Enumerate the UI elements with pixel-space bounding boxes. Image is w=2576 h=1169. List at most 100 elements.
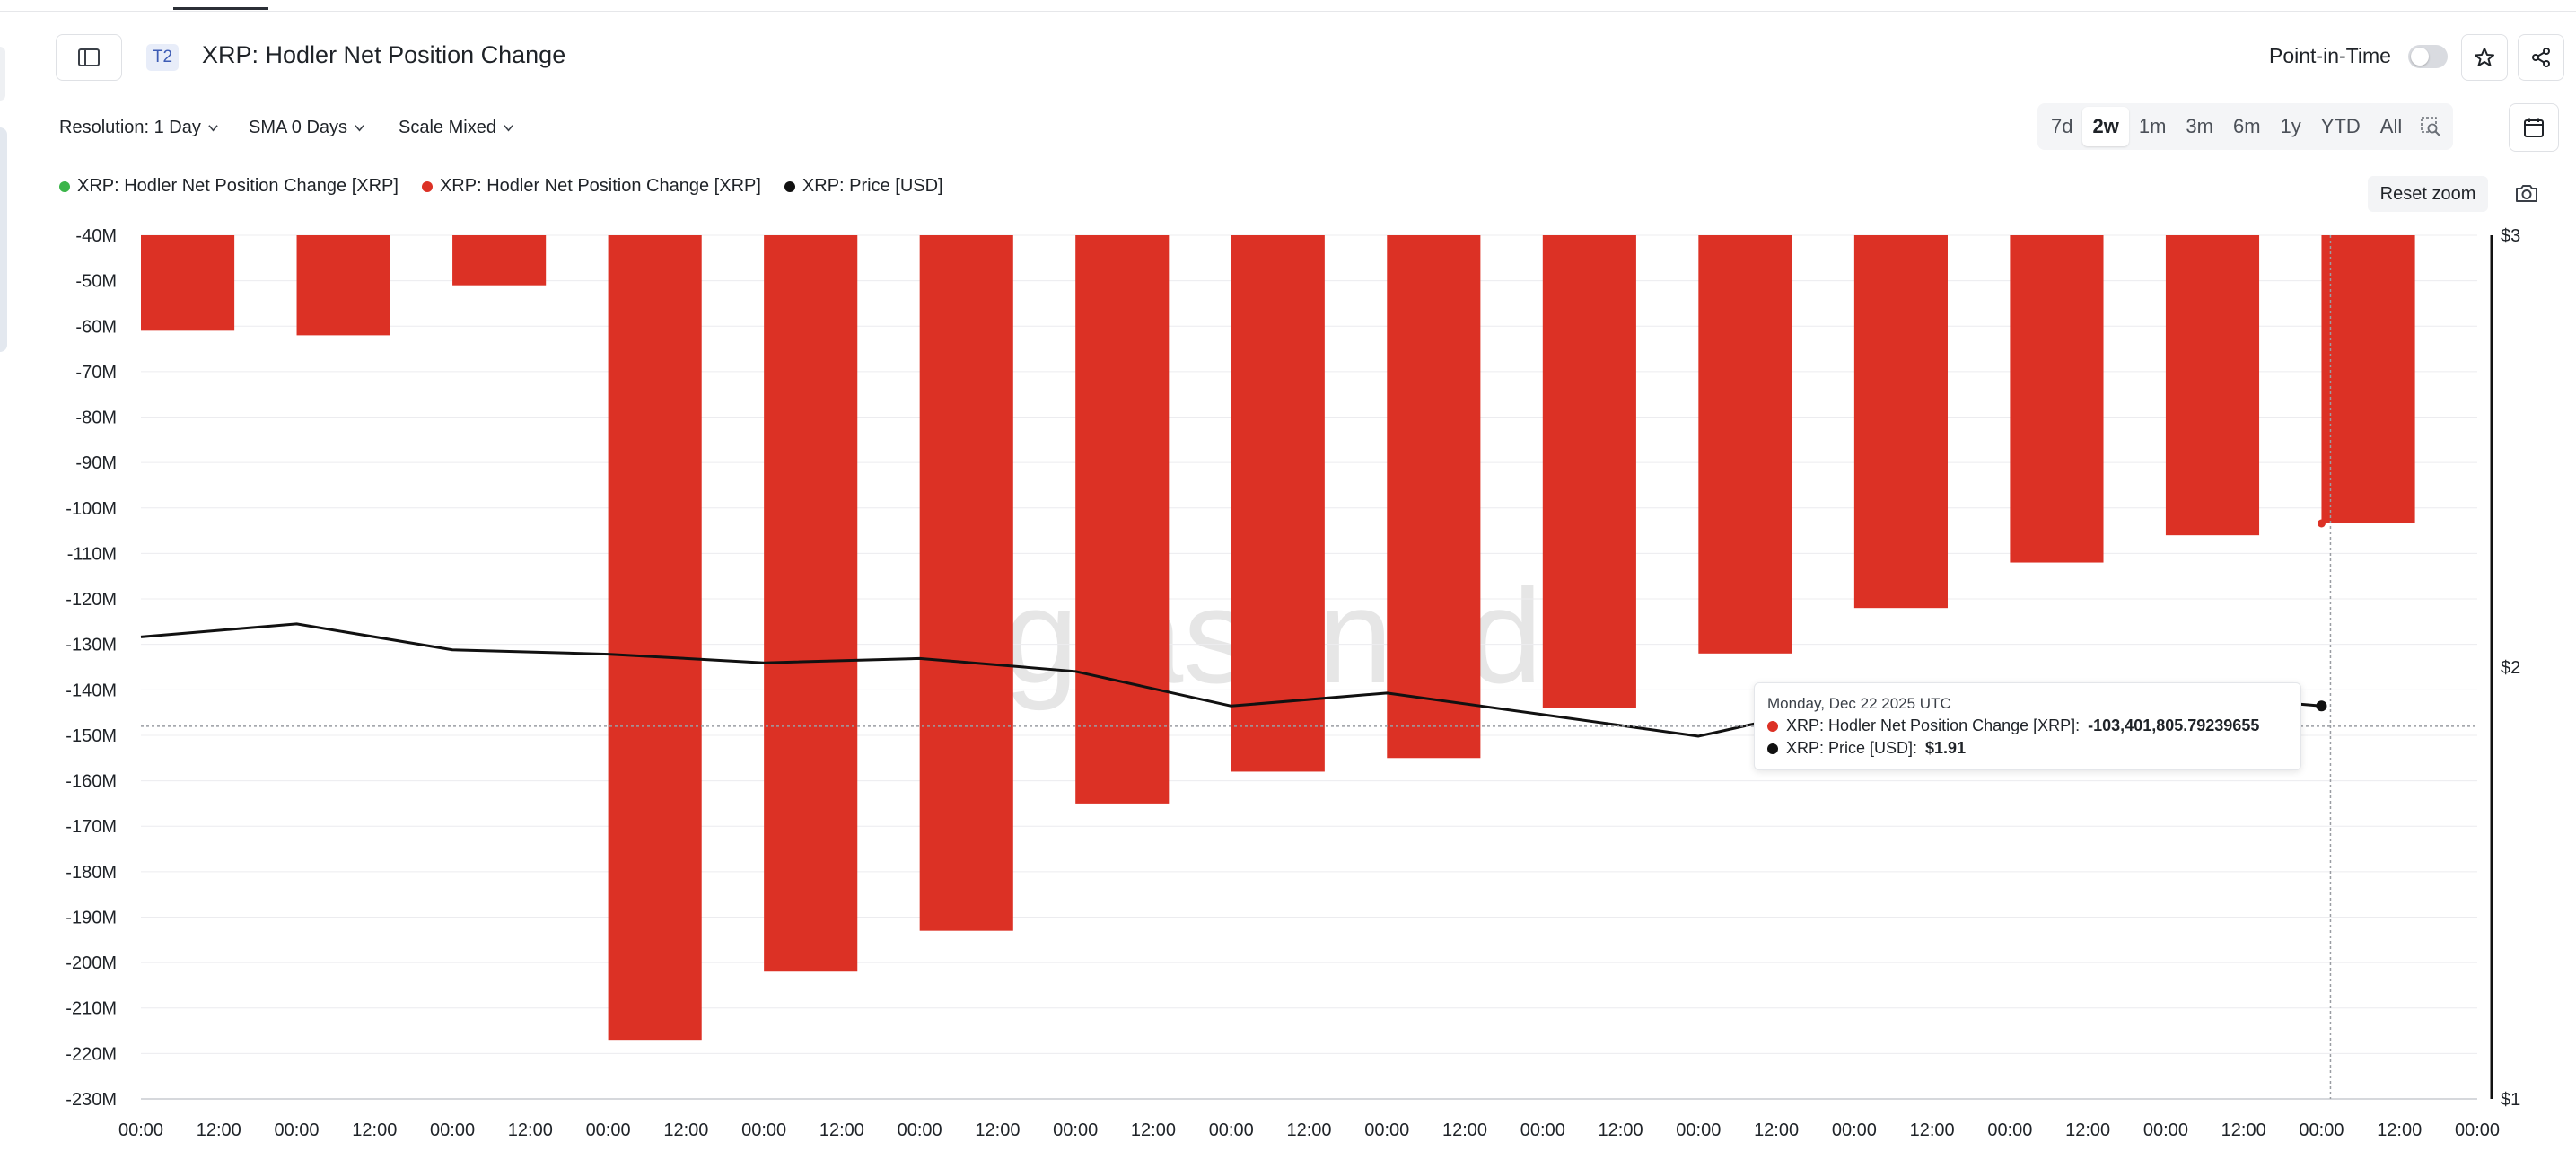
scale-value: Scale Mixed [399,118,496,137]
x-tick-label: 00:00 [2455,1121,2500,1140]
tooltip-value: -103,401,805.79239655 [2088,716,2260,734]
bar [1698,235,1792,654]
bar [608,235,702,1041]
range-all[interactable]: All [2379,115,2403,137]
zoom-select-icon [2421,117,2440,136]
x-tick-label: 12:00 [819,1121,864,1140]
legend-dot [59,180,70,192]
x-tick-label: 00:00 [1364,1121,1409,1140]
x-tick-label: 12:00 [352,1121,397,1140]
toggle-sidebar-button[interactable] [56,34,122,81]
share-icon [2532,48,2550,67]
x-tick-label: 12:00 [1286,1121,1331,1140]
tooltip-row-price: XRP: Price [USD]: $1.91 [1767,739,1966,758]
x-tick-label: 12:00 [1599,1121,1643,1140]
y-tick-label: -130M [66,636,117,655]
reset-zoom-button[interactable]: Reset zoom [2368,176,2488,212]
x-tick-label: 12:00 [975,1121,1020,1140]
range-6m[interactable]: 6m [2232,115,2261,137]
tooltip-row-hodler: XRP: Hodler Net Position Change [XRP]: -… [1767,716,2259,735]
range-7d[interactable]: 7d [2051,115,2073,137]
page-title: XRP: Hodler Net Position Change [202,41,566,68]
x-tick-label: 12:00 [2221,1121,2266,1140]
y-tick-label: -120M [66,590,117,610]
range-1m[interactable]: 1m [2138,115,2167,137]
x-tick-label: 00:00 [586,1121,631,1140]
rail-panel[interactable] [0,127,7,352]
tooltip-date: Monday, Dec 22 2025 UTC [1767,695,1951,712]
tier-badge: T2 [146,44,179,71]
range-3m[interactable]: 3m [2186,115,2213,137]
x-tick-label: 00:00 [898,1121,942,1140]
bar [1231,235,1325,772]
legend-dot [421,180,433,192]
y-tick-label: -80M [75,409,117,428]
rail-handle[interactable] [0,47,5,101]
left-rail [0,11,31,1169]
x-tick-label: 00:00 [275,1121,320,1140]
sma-value: SMA 0 Days [249,118,348,137]
y-tick-label: -50M [75,272,117,292]
range-2w[interactable]: 2w [2082,107,2129,146]
time-range-selector: 7d 2w 1m 3m 6m 1y YTD All [2037,103,2454,150]
point-in-time-label: Point-in-Time [2269,44,2391,67]
x-tick-label: 00:00 [2143,1121,2188,1140]
chart-legend: XRP: Hodler Net Position Change [XRP] XR… [59,176,943,197]
x-tick-label: 00:00 [741,1121,786,1140]
x-tick-label: 00:00 [1520,1121,1565,1140]
bar [1387,235,1481,759]
tooltip-value: $1.91 [1925,739,1967,757]
legend-item-hodler-red[interactable]: XRP: Hodler Net Position Change [XRP] [421,176,761,197]
sma-dropdown[interactable]: SMA 0 Days [249,118,364,138]
bar [452,235,547,286]
camera-icon[interactable] [2513,180,2540,207]
right-tick-label: $3 [2501,226,2520,246]
y-tick-label: -140M [66,681,117,700]
favorite-button[interactable] [2461,34,2508,81]
bar [1542,235,1636,708]
range-ytd[interactable]: YTD [2320,115,2361,137]
x-tick-label: 00:00 [1053,1121,1098,1140]
zoom-select-button[interactable] [2412,107,2449,146]
x-tick-label: 00:00 [2299,1121,2344,1140]
x-tick-label: 12:00 [1442,1121,1487,1140]
calendar-icon [2524,118,2544,137]
axes: -40M -50M -60M -70M -80M -90M -100M -110M -120M -… [66,226,2520,1140]
bar [296,235,390,336]
top-tab-strip [0,0,2576,12]
right-tick-label: $2 [2501,658,2520,678]
y-tick-label: -180M [66,863,117,883]
x-tick-label: 00:00 [1832,1121,1877,1140]
x-tick-label: 00:00 [1209,1121,1254,1140]
y-tick-label: -90M [75,453,117,473]
tooltip-label: XRP: Price [USD]: [1786,739,1918,757]
y-tick-label: -150M [66,726,117,746]
bar [1075,235,1170,804]
legend-item-price[interactable]: XRP: Price [USD] [784,176,943,197]
y-tick-label: -190M [66,908,117,927]
y-tick-label: -40M [75,226,117,246]
x-tick-label: 12:00 [2377,1121,2422,1140]
x-tick-label: 00:00 [1676,1121,1721,1140]
legend-item-hodler-green[interactable]: XRP: Hodler Net Position Change [XRP] [59,176,399,197]
point-in-time-toggle[interactable] [2408,45,2448,68]
calendar-button[interactable] [2509,103,2559,152]
x-tick-label: 12:00 [1131,1121,1176,1140]
range-1y[interactable]: 1y [2280,115,2301,137]
y-tick-label: -200M [66,954,117,973]
hover-indicator [141,235,2477,1099]
bar [764,235,858,972]
y-tick-label: -160M [66,772,117,792]
legend-label: XRP: Hodler Net Position Change [XRP] [77,176,399,196]
hover-point-hodler [2317,519,2326,528]
scale-dropdown[interactable]: Scale Mixed [399,118,513,138]
x-tick-label: 12:00 [1754,1121,1799,1140]
y-tick-label: -170M [66,817,117,837]
x-tick-label: 12:00 [663,1121,708,1140]
y-tick-label: -110M [67,544,117,564]
resolution-dropdown[interactable]: Resolution: 1 Day [59,118,218,138]
resolution-value: Resolution: 1 Day [59,118,201,137]
y-tick-label: -210M [66,999,117,1019]
share-button[interactable] [2518,34,2564,81]
